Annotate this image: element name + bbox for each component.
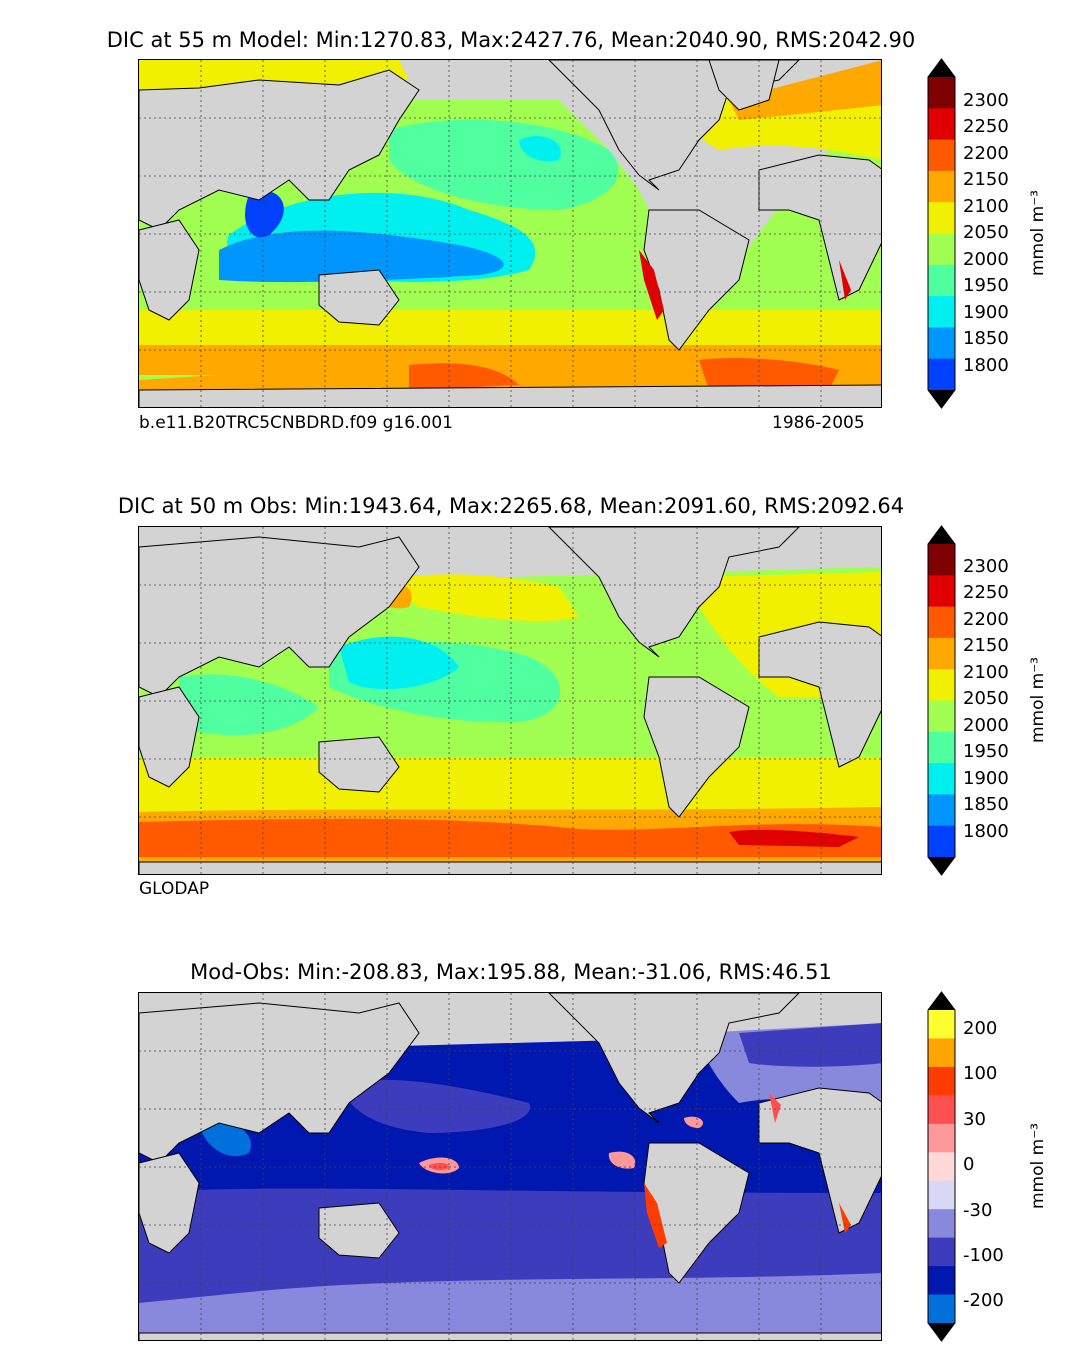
map-canvas [139, 527, 881, 874]
colorbar-tick: 2050 [963, 688, 1009, 709]
caption-left: GLODAP [139, 879, 210, 899]
colorbar-tick: 2300 [963, 556, 1009, 577]
colorbar-swatch [928, 1294, 955, 1324]
colorbar-tick: -30 [963, 1200, 993, 1221]
diff-map [138, 992, 882, 1341]
colorbar-tick: 2100 [963, 196, 1009, 217]
colorbar-swatch [928, 1010, 955, 1039]
colorbar-extend-bottom [928, 390, 955, 408]
colorbar-units: mmol m⁻³ [1028, 1123, 1048, 1209]
colorbar-tick: 2000 [963, 249, 1009, 270]
obs-map [138, 526, 882, 875]
colorbar-tick: 1850 [963, 328, 1009, 349]
colorbar-swatch [928, 108, 955, 141]
colorbar-tick: 2300 [963, 90, 1009, 111]
model-map [138, 59, 882, 408]
colorbar-swatch [928, 296, 955, 328]
colorbar-swatch [928, 731, 955, 764]
colorbar-tick: 200 [963, 1018, 998, 1039]
colorbar-swatch [928, 825, 955, 858]
colorbar-swatch [928, 170, 955, 203]
colorbar [927, 58, 956, 409]
colorbar-extend-top [928, 992, 955, 1010]
colorbar-swatch [928, 264, 955, 297]
colorbar-outline [927, 525, 956, 876]
caption-left: b.e11.B20TRC5CNBDRD.f09 g16.001 [139, 413, 453, 433]
colorbar-swatch [928, 794, 955, 827]
colorbar-swatch [928, 575, 955, 608]
colorbar-tick: 1950 [963, 741, 1009, 762]
panel-title: DIC at 50 m Obs: Min:1943.64, Max:2265.6… [117, 494, 905, 518]
colorbar-swatch [928, 637, 955, 670]
colorbar-tick: -100 [963, 1245, 1004, 1266]
colorbar-units: mmol m⁻³ [1028, 657, 1048, 743]
colorbar-swatch [928, 233, 955, 266]
colorbar-tick: 2250 [963, 116, 1009, 137]
colorbar-swatch [928, 1066, 955, 1096]
colorbar-extend-bottom [928, 857, 955, 875]
colorbar-swatch [928, 1038, 955, 1068]
colorbar-graphic [927, 58, 956, 409]
colorbar-swatch [928, 1237, 955, 1267]
colorbar-extend-bottom [928, 1323, 955, 1341]
colorbar-swatch [928, 544, 955, 576]
colorbar-tick: 2200 [963, 609, 1009, 630]
colorbar-swatch [928, 1266, 955, 1296]
colorbar-swatch [928, 139, 955, 172]
colorbar-tick: 2250 [963, 582, 1009, 603]
colorbar-swatch [928, 202, 955, 234]
colorbar-tick: 0 [963, 1154, 975, 1175]
colorbar-tick: 2000 [963, 715, 1009, 736]
colorbar-swatch [928, 606, 955, 639]
colorbar-extend-top [928, 59, 955, 77]
colorbar-units: mmol m⁻³ [1028, 190, 1048, 276]
colorbar-swatch [928, 327, 955, 360]
colorbar-tick: 30 [963, 1109, 986, 1130]
colorbar [927, 991, 956, 1342]
colorbar-swatch [928, 358, 955, 391]
panel-title: DIC at 55 m Model: Min:1270.83, Max:2427… [106, 28, 916, 52]
map-canvas [139, 993, 881, 1340]
colorbar-graphic [927, 525, 956, 876]
map-canvas [139, 60, 881, 407]
colorbar-tick: 1900 [963, 302, 1009, 323]
colorbar-extend-top [928, 526, 955, 544]
colorbar-tick: 1800 [963, 821, 1009, 842]
colorbar-tick: 1900 [963, 768, 1009, 789]
colorbar-tick: 2150 [963, 169, 1009, 190]
colorbar-swatch [928, 1152, 955, 1182]
colorbar-swatch [928, 77, 955, 109]
caption-right: 1986-2005 [772, 413, 865, 433]
colorbar-tick: 1800 [963, 355, 1009, 376]
colorbar-swatch [928, 763, 955, 795]
colorbar [927, 525, 956, 876]
colorbar-tick: 1950 [963, 275, 1009, 296]
colorbar-swatch [928, 700, 955, 733]
colorbar-tick: 100 [963, 1063, 998, 1084]
colorbar-tick: 2050 [963, 222, 1009, 243]
colorbar-swatch [928, 1095, 955, 1125]
colorbar-outline [927, 991, 956, 1342]
colorbar-tick: 2200 [963, 143, 1009, 164]
colorbar-swatch [928, 1123, 955, 1153]
colorbar-swatch [928, 1209, 955, 1239]
colorbar-graphic [927, 991, 956, 1342]
colorbar-tick: -200 [963, 1290, 1004, 1311]
colorbar-swatch [928, 1180, 955, 1210]
colorbar-outline [927, 58, 956, 409]
colorbar-tick: 2150 [963, 635, 1009, 656]
colorbar-swatch [928, 669, 955, 701]
colorbar-tick: 2100 [963, 662, 1009, 683]
panel-title: Mod-Obs: Min:-208.83, Max:195.88, Mean:-… [190, 960, 832, 984]
colorbar-tick: 1850 [963, 794, 1009, 815]
